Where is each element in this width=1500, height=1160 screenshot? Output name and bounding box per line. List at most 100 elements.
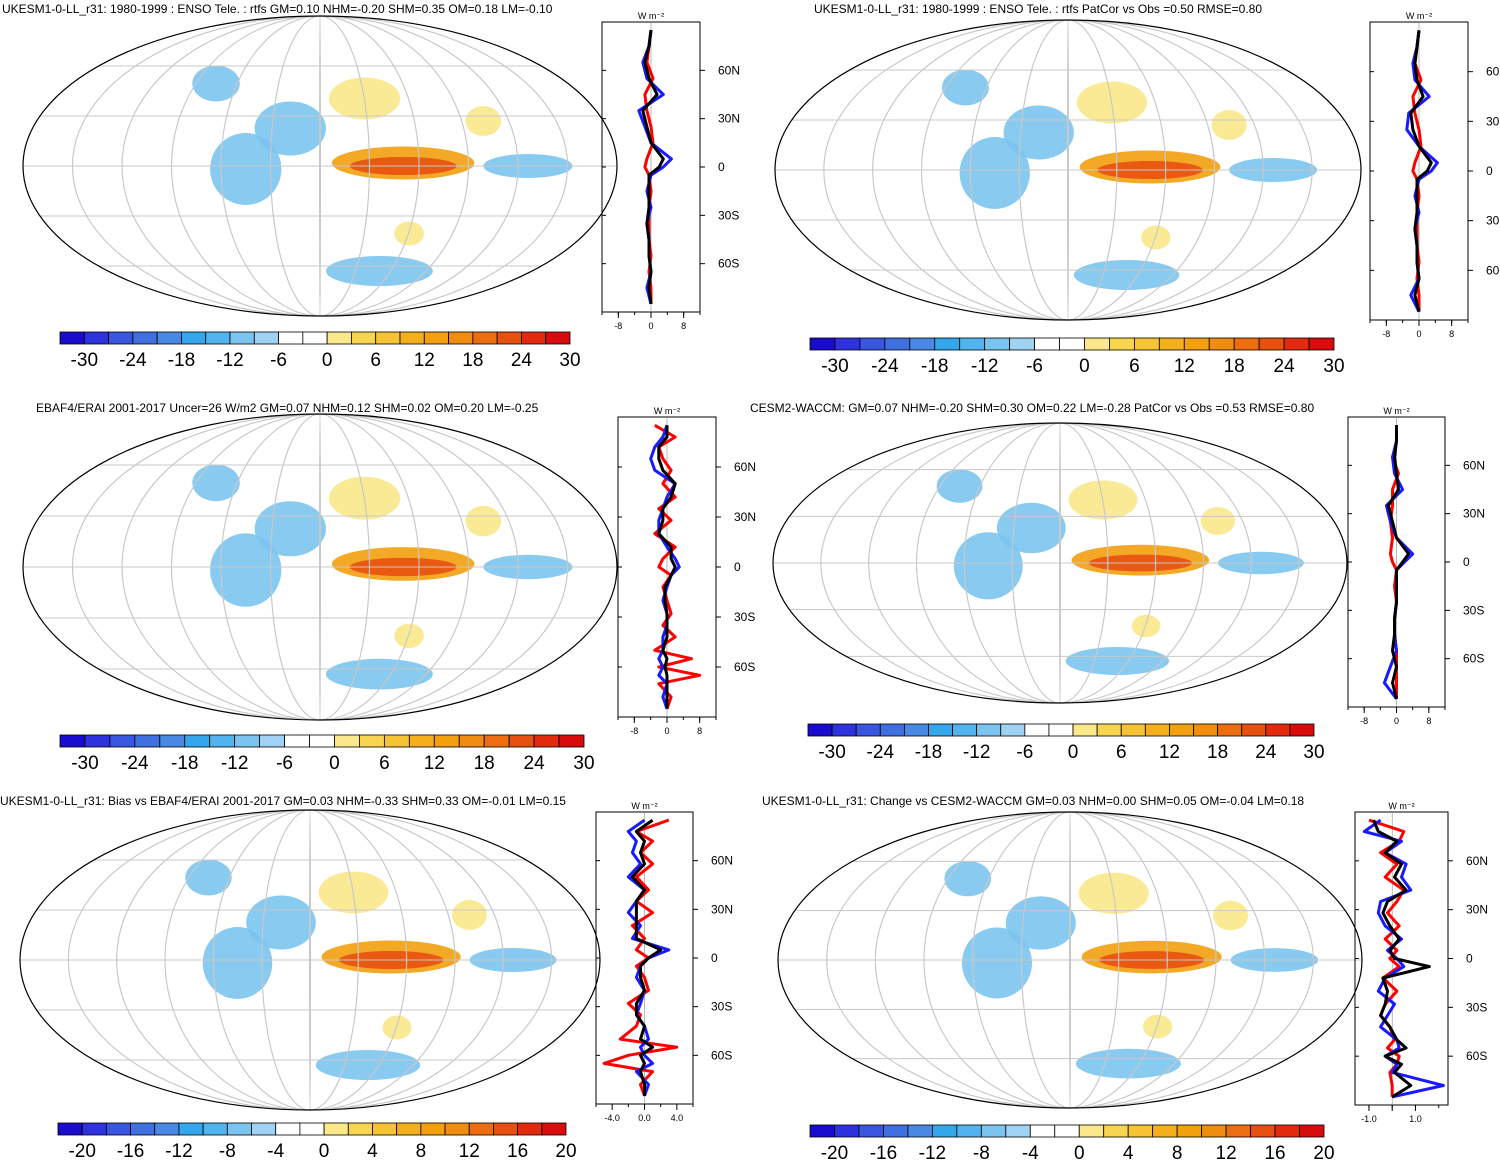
x-tick-label: -1.0 xyxy=(1361,1114,1377,1124)
lat-tick-label: 60S xyxy=(718,257,739,271)
colorbar-swatch xyxy=(302,331,328,345)
colorbar-swatch xyxy=(334,734,360,748)
colorbar-swatch xyxy=(1005,1124,1031,1138)
colorbar-swatch xyxy=(952,723,978,737)
x-tick-label: -4.0 xyxy=(604,1113,620,1123)
colorbar-label: 0 xyxy=(1068,742,1079,763)
colorbar-swatch xyxy=(1127,1124,1154,1138)
meridian-line xyxy=(923,812,1217,1108)
anomaly-patch xyxy=(944,860,992,897)
colorbar-label: -4 xyxy=(1022,1143,1039,1160)
anomaly-patch xyxy=(1075,1048,1181,1079)
colorbar: -20 -16 -12 -8 -4 0 4 8 12 16 20 xyxy=(809,1124,1335,1160)
colorbar-swatch xyxy=(132,331,158,345)
anomaly-patch xyxy=(202,927,273,999)
colorbar-swatch xyxy=(807,723,833,737)
meridian-line xyxy=(826,812,1314,1108)
zonal-series-zonal-mean xyxy=(630,818,663,1096)
colorbar-swatch xyxy=(1201,1124,1227,1138)
colorbar-label: 6 xyxy=(1116,742,1127,763)
x-tick-label: 8 xyxy=(1449,329,1454,339)
meridian-line xyxy=(972,812,1168,1108)
colorbar-label: 30 xyxy=(559,350,580,371)
colorbar-label: 24 xyxy=(1255,742,1277,763)
colorbar-swatch xyxy=(57,1122,83,1136)
colorbar-swatch xyxy=(259,734,285,748)
colorbar-swatch xyxy=(309,734,335,748)
x-tick-label: 8 xyxy=(697,726,702,736)
anomaly-patch xyxy=(1073,260,1180,290)
meridian-line xyxy=(1020,812,1120,1108)
colorbar-label: 0 xyxy=(319,1141,330,1160)
colorbar-swatch xyxy=(108,331,134,345)
panel-middle-right: CESM2-WACCM: GM=0.07 NHM=-0.20 SHM=0.30 … xyxy=(750,385,1500,780)
colorbar-swatch xyxy=(444,1122,470,1136)
colorbar-label: -12 xyxy=(963,742,990,763)
colorbar-label: -24 xyxy=(871,356,899,377)
colorbar-swatch xyxy=(458,734,485,748)
colorbar-swatch xyxy=(521,331,547,345)
map-field xyxy=(23,414,617,720)
colorbar-label: 18 xyxy=(1224,356,1245,377)
colorbar-label: -30 xyxy=(71,753,98,774)
colorbar-label: -12 xyxy=(165,1141,192,1160)
lat-tick-label: 60S xyxy=(734,660,755,674)
zonal-series-ocean xyxy=(649,424,681,710)
colorbar-label: -24 xyxy=(867,742,895,763)
colorbar-swatch xyxy=(545,331,571,345)
colorbar-swatch xyxy=(1084,337,1110,351)
colorbar-swatch xyxy=(253,331,279,345)
colorbar-label: -12 xyxy=(971,356,998,377)
zonal-units: W m⁻² xyxy=(1388,801,1414,811)
map-plot: W m⁻² 60N 30N 0 30S 60S -8 0 8 -30 -24 -18 -12 -6 0 6 1… xyxy=(22,11,740,371)
lat-tick-label: 30S xyxy=(1466,1000,1487,1014)
meridian-line xyxy=(164,810,456,1110)
colorbar-label: 24 xyxy=(511,350,533,371)
colorbar-label: 8 xyxy=(1172,1143,1183,1160)
panel-middle-left: EBAF4/ERAI 2001-2017 Uncer=26 W/m2 GM=0.… xyxy=(0,385,756,780)
zonal-series-zonal-mean xyxy=(657,425,677,709)
colorbar-label: -24 xyxy=(121,753,149,774)
colorbar-swatch xyxy=(1217,723,1243,737)
colorbar-swatch xyxy=(154,1122,180,1136)
anomaly-patch xyxy=(465,505,502,537)
colorbar-swatch xyxy=(275,1122,301,1136)
meridian-line xyxy=(820,423,1300,703)
meridian-line xyxy=(309,810,311,1110)
colorbar-swatch xyxy=(1241,723,1267,737)
colorbar-label: 4 xyxy=(367,1141,378,1160)
colorbar-swatch xyxy=(181,331,207,345)
colorbar-swatch xyxy=(493,1122,519,1136)
zonal-plot: W m⁻² 60N 30N 0 30S 60S -1.0 1.0 xyxy=(1354,801,1488,1124)
colorbar-swatch xyxy=(359,734,385,748)
colorbar-swatch xyxy=(1169,723,1194,737)
colorbar-swatch xyxy=(1059,337,1085,351)
colorbar-label: -30 xyxy=(821,356,848,377)
colorbar-swatch xyxy=(1078,1124,1105,1138)
colorbar-swatch xyxy=(1265,723,1291,737)
meridian-line xyxy=(868,423,1252,703)
colorbar-swatch xyxy=(907,1124,933,1138)
colorbar-swatch xyxy=(483,734,510,748)
colorbar-swatch xyxy=(859,337,886,351)
colorbar-label: 30 xyxy=(573,753,594,774)
lat-tick-label: 30N xyxy=(1463,507,1485,521)
colorbar-swatch xyxy=(831,723,857,737)
colorbar-label: -6 xyxy=(270,350,287,371)
colorbar-swatch xyxy=(903,723,929,737)
zonal-series-zonal-mean xyxy=(641,29,665,305)
zonal-series-zonal-mean xyxy=(1372,819,1431,1099)
x-tick-label: 0 xyxy=(664,726,669,736)
colorbar-swatch xyxy=(1096,723,1122,737)
colorbar-swatch xyxy=(1133,337,1160,351)
lat-tick-label: 60S xyxy=(1486,263,1500,277)
zonal-series-ocean xyxy=(1382,425,1415,700)
colorbar-label: -12 xyxy=(216,350,243,371)
colorbar-swatch xyxy=(1048,723,1074,737)
meridian-line xyxy=(1018,20,1118,320)
colorbar-label: 16 xyxy=(1264,1143,1285,1160)
colorbar-swatch xyxy=(130,1122,156,1136)
anomaly-patch xyxy=(1141,225,1171,250)
meridian-line xyxy=(121,16,519,316)
colorbar-swatch xyxy=(809,1124,835,1138)
